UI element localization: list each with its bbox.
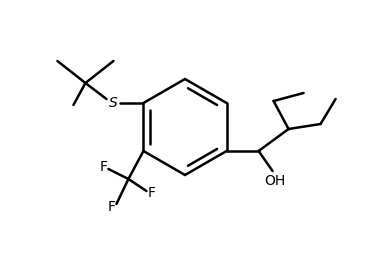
Text: F: F bbox=[147, 186, 155, 200]
Text: S: S bbox=[109, 96, 118, 110]
Text: OH: OH bbox=[264, 174, 285, 188]
Text: F: F bbox=[99, 160, 108, 174]
Text: F: F bbox=[108, 200, 115, 214]
